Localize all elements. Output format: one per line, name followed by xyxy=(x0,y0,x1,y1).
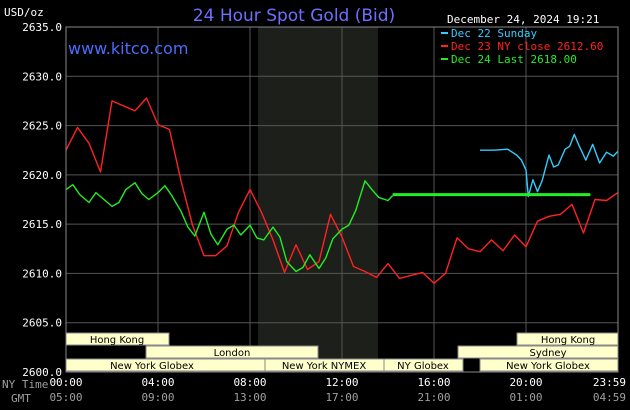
ny-time-label: NY Time xyxy=(2,378,48,391)
session-ny-nymex: New York NYMEX xyxy=(282,361,367,372)
plot-border xyxy=(65,26,619,373)
x-tick-ny: 20:00 xyxy=(509,376,542,389)
series-line-0 xyxy=(480,133,619,198)
session-ny-globex: New York Globex xyxy=(110,361,194,372)
y-tick-label: 2620.0 xyxy=(22,169,62,182)
website-label: www.kitco.com xyxy=(68,39,188,58)
y-tick-label: 2615.0 xyxy=(22,218,62,231)
x-tick-gmt: 13:00 xyxy=(233,391,266,404)
x-tick-ny: 04:00 xyxy=(141,376,174,389)
x-tick-ny: 00:00 xyxy=(49,376,82,389)
session-ny-globex-2: New York Globex xyxy=(506,361,590,372)
y-tick-label: 2605.0 xyxy=(22,317,62,330)
session-hong-kong: Hong Kong xyxy=(90,335,144,346)
x-tick-gmt: 09:00 xyxy=(141,391,174,404)
x-tick-gmt: 04:59 xyxy=(593,391,626,404)
chart-title: 24 Hour Spot Gold (Bid) xyxy=(193,6,395,26)
session-ny-globex-short: NY Globex xyxy=(397,361,449,372)
y-axis-ticks: 2600.0 2605.0 2610.0 2615.0 2620.0 2625.0 2630… xyxy=(22,21,62,379)
x-tick-gmt: 01:00 xyxy=(509,391,542,404)
x-tick-gmt: 21:00 xyxy=(417,391,450,404)
x-tick-ny: 12:00 xyxy=(325,376,358,389)
y-unit-label: USD/oz xyxy=(4,6,44,19)
y-tick-label: 2630.0 xyxy=(22,70,62,83)
session-london: London xyxy=(214,348,251,359)
x-axis-ticks: 00:00 05:00 04:00 09:00 08:00 13:00 12:00 17:00… xyxy=(49,376,626,404)
x-tick-gmt: 05:00 xyxy=(49,391,82,404)
data-series xyxy=(65,97,619,284)
x-tick-ny: 08:00 xyxy=(233,376,266,389)
legend-dec24: Dec 24 Last 2618.00 xyxy=(451,53,577,66)
market-sessions: Hong Kong Hong Kong London Sydney New Yo… xyxy=(65,332,619,372)
y-tick-label: 2635.0 xyxy=(22,21,62,34)
y-tick-label: 2610.0 xyxy=(22,267,62,280)
x-tick-ny: 16:00 xyxy=(417,376,450,389)
session-sydney: Sydney xyxy=(529,348,566,359)
x-tick-gmt: 17:00 xyxy=(325,391,358,404)
legend-dec23: Dec 23 NY close 2612.60 xyxy=(451,40,603,53)
legend-dec22: Dec 22 Sunday xyxy=(451,27,537,40)
timestamp: December 24, 2024 19:21 xyxy=(447,13,599,26)
series-line-2 xyxy=(65,180,394,273)
gmt-label: GMT xyxy=(11,392,31,405)
series-line-1 xyxy=(65,97,619,284)
x-tick-ny: 23:59 xyxy=(593,376,626,389)
nymex-session-band xyxy=(258,27,378,360)
session-hong-kong-2: Hong Kong xyxy=(541,335,595,346)
legend: Dec 22 Sunday Dec 23 NY close 2612.60 De… xyxy=(441,27,603,66)
y-tick-label: 2625.0 xyxy=(22,120,62,133)
y-tick-label: 2600.0 xyxy=(22,366,62,379)
